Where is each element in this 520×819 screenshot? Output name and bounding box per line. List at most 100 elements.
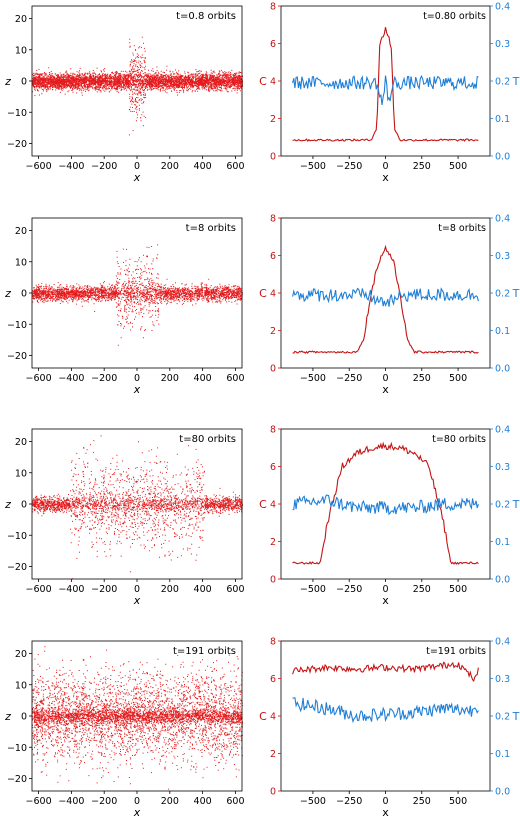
y-tick-label-right: 0.0 (495, 152, 510, 163)
y-tick-label-left: 6 (270, 39, 276, 50)
scatter-points (32, 646, 243, 790)
y-tick-label-left: 4 (270, 289, 276, 300)
x-tick-label: −600 (26, 584, 52, 595)
y-tick-label: −20 (7, 351, 27, 362)
y-tick-label: 10 (15, 45, 27, 56)
y-axis-label-right: T (512, 75, 520, 88)
x-tick-label: −250 (336, 373, 362, 384)
x-tick-label: 400 (194, 584, 212, 595)
t-profile-line (292, 697, 479, 724)
y-tick-label: −10 (7, 320, 27, 331)
x-tick-label: 500 (449, 373, 467, 384)
y-tick-label-right: 0.1 (495, 114, 510, 125)
t-profile-line (292, 494, 479, 516)
t-profile-line (292, 74, 479, 106)
y-tick-label: −20 (7, 562, 27, 573)
y-tick-label-left: 0 (270, 152, 276, 163)
x-tick-label: −500 (300, 373, 326, 384)
y-tick-label-right: 0.4 (495, 2, 510, 13)
y-tick-label: 10 (15, 680, 27, 691)
x-tick-label: 0 (382, 584, 388, 595)
x-tick-label: 250 (413, 796, 431, 807)
y-tick-label: 20 (15, 14, 27, 25)
scatter-panel-2: −600 −400 −200 0 200 400 600 −20 −10 0 10 20 x z t=8 o… (4, 217, 245, 396)
x-tick-label: −400 (58, 161, 84, 172)
y-tick-label-left: 6 (270, 251, 276, 262)
y-axis-label-left: C (259, 710, 267, 723)
y-tick-label: −10 (7, 531, 27, 542)
y-tick-label-left: 2 (270, 537, 276, 548)
panel-title: t=191 orbits (173, 646, 236, 657)
y-tick-label-left: 4 (270, 712, 276, 723)
x-tick-label: −200 (91, 373, 117, 384)
scatter-points (32, 435, 243, 580)
x-tick-label: −200 (91, 161, 117, 172)
profile-panel-5: −500 −250 0 250 500 0 2 4 6 8 0.0 0.1 0.2 0.3 0.4 x C Tt=… (259, 425, 519, 608)
scatter-panel-0: −600 −400 −200 0 200 400 600 −20 −10 0 10 20 x z t=0.8… (4, 5, 245, 184)
x-tick-label: 0 (382, 373, 388, 384)
y-tick-label: 20 (15, 649, 27, 660)
y-tick-label-right: 0.0 (495, 575, 510, 586)
scatter-points (32, 36, 243, 136)
x-axis-label: x (382, 383, 389, 396)
x-tick-label: −250 (336, 161, 362, 172)
y-tick-label-right: 0.1 (495, 326, 510, 337)
panel-title: t=80 orbits (432, 434, 486, 445)
scatter-point-cloud (32, 646, 243, 790)
y-tick-label: 0 (21, 500, 27, 511)
profile-panel-7: −500 −250 0 250 500 0 2 4 6 8 0.0 0.1 0.2 0.3 0.4 x C Tt=… (259, 637, 519, 819)
scatter-point-cloud (32, 36, 243, 136)
x-tick-label: 400 (194, 796, 212, 807)
y-tick-label-left: 4 (270, 77, 276, 88)
y-tick-label: 20 (15, 437, 27, 448)
y-tick-label: 20 (15, 226, 27, 237)
y-tick-label-left: 8 (270, 637, 276, 648)
y-tick-label-left: 2 (270, 326, 276, 337)
panel-title: t=0.80 orbits (423, 11, 486, 22)
t-profile-line (292, 287, 479, 307)
y-tick-label-right: 0.3 (495, 462, 510, 473)
y-tick-label-left: 0 (270, 575, 276, 586)
x-tick-label: 250 (413, 584, 431, 595)
y-tick-label-left: 6 (270, 462, 276, 473)
x-tick-label: 0 (382, 796, 388, 807)
c-profile-line (292, 27, 479, 142)
x-tick-label: 250 (413, 373, 431, 384)
y-tick-label-right: 0.4 (495, 214, 510, 225)
x-tick-label: −500 (300, 796, 326, 807)
x-tick-label: 400 (194, 161, 212, 172)
y-tick-label: −20 (7, 139, 27, 150)
scatter-point-cloud (32, 244, 243, 346)
y-tick-label-right: 0.2 (495, 712, 510, 723)
y-axis-label: z (4, 75, 11, 88)
x-tick-label: −500 (300, 161, 326, 172)
y-tick-label: 0 (21, 289, 27, 300)
x-tick-label: 0 (134, 161, 140, 172)
y-tick-label-left: 4 (270, 500, 276, 511)
y-axis-label: z (4, 498, 11, 511)
panel-title: t=8 orbits (438, 223, 486, 234)
x-tick-label: −600 (26, 373, 52, 384)
y-axis-label-left: C (259, 287, 267, 300)
x-tick-label: −500 (300, 584, 326, 595)
x-tick-label: −250 (336, 796, 362, 807)
x-tick-label: 250 (413, 161, 431, 172)
x-axis-label: x (382, 594, 389, 607)
y-tick-label-right: 0.1 (495, 749, 510, 760)
x-tick-label: 500 (449, 584, 467, 595)
y-tick-label-left: 0 (270, 787, 276, 798)
x-tick-label: 600 (226, 796, 244, 807)
y-tick-label: 0 (21, 77, 27, 88)
y-tick-label-left: 0 (270, 364, 276, 375)
scatter-panel-4: −600 −400 −200 0 200 400 600 −20 −10 0 10 20 x z t=80 … (4, 428, 245, 607)
y-tick-label: −10 (7, 743, 27, 754)
x-tick-label: 600 (226, 161, 244, 172)
x-tick-label: 400 (194, 373, 212, 384)
y-tick-label-right: 0.3 (495, 39, 510, 50)
scatter-point-cloud (32, 435, 243, 580)
x-tick-label: 0 (134, 796, 140, 807)
y-tick-label: 10 (15, 257, 27, 268)
x-axis-label: x (382, 806, 389, 819)
y-tick-label-right: 0.1 (495, 537, 510, 548)
